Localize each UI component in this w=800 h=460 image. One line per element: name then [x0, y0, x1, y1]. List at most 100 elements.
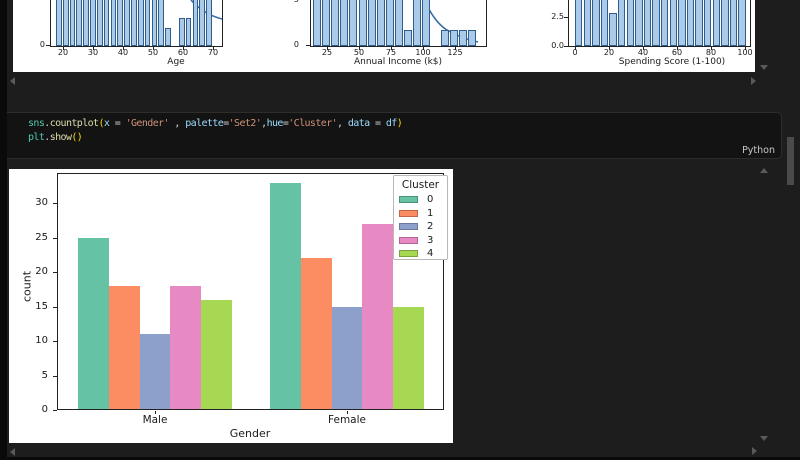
code-cell[interactable]: sns.countplot(x = 'Gender' , palette='Se… — [3, 112, 782, 159]
histogram-bar — [440, 30, 449, 46]
histogram-bar — [322, 0, 331, 46]
code-token: hue — [266, 118, 284, 129]
x-tick-mark — [183, 47, 184, 50]
y-tick-label: 0 — [39, 40, 45, 49]
histogram-bar — [178, 17, 185, 46]
code-editor[interactable]: sns.countplot(x = 'Gender' , palette='Se… — [28, 117, 403, 145]
legend-label-cluster0: 0 — [427, 194, 434, 205]
axes-frame — [57, 173, 444, 410]
histogram-bar — [192, 0, 199, 46]
histogram-bar — [313, 0, 321, 46]
x-tick-label: 0 — [572, 48, 578, 57]
code-token: plt — [28, 131, 45, 143]
scroll-right-icon[interactable] — [752, 447, 757, 455]
code-token: x — [103, 118, 110, 129]
scroll-left-icon[interactable] — [10, 448, 15, 456]
x-tick-label: 25 — [321, 48, 333, 57]
histogram-bar — [90, 0, 96, 46]
histogram-bar — [56, 0, 62, 46]
scroll-left-icon[interactable] — [10, 77, 15, 85]
histogram-bar — [729, 0, 738, 46]
histogram-bar — [609, 12, 617, 46]
histogram-bar — [618, 0, 626, 46]
y-tick-label: 0.0 — [551, 41, 564, 50]
histogram-bar — [704, 0, 712, 46]
vertical-scrollbar-thumb[interactable] — [787, 137, 794, 185]
legend-swatch-cluster2 — [399, 223, 418, 231]
scroll-down-icon[interactable] — [760, 436, 768, 441]
legend-swatch-cluster3 — [399, 236, 418, 244]
legend-label-cluster4: 4 — [427, 248, 434, 260]
x-tick-label: Female — [328, 414, 366, 426]
y-tick-mark — [306, 45, 310, 46]
x-tick-label: 50 — [147, 48, 159, 57]
histogram-bar — [695, 0, 703, 46]
code-token: 'Cluster' — [288, 118, 338, 129]
countplot-bar-male-cluster3 — [170, 285, 202, 410]
histogram-bar — [376, 0, 385, 46]
legend-label-cluster3: 3 — [427, 234, 434, 246]
x-tick-label: 60 — [671, 48, 683, 57]
histogram-bar — [131, 0, 137, 46]
x-tick-label: 30 — [87, 48, 99, 57]
countplot-bar-female-cluster3 — [362, 223, 394, 410]
code-token: . — [44, 118, 50, 129]
x-tick-mark — [423, 47, 424, 50]
code-token: . — [44, 131, 50, 143]
countplot-bar-female-cluster4 — [393, 306, 424, 410]
countplot-bar-female-cluster2 — [331, 306, 363, 410]
x-tick-mark — [455, 47, 456, 50]
histogram-bar — [124, 0, 130, 46]
axis-left-spine — [50, 0, 51, 46]
y-tick-mark — [53, 306, 57, 308]
x-tick-label: 80 — [705, 48, 717, 57]
x-tick-mark — [391, 47, 392, 50]
histogram-bar — [199, 0, 206, 46]
scroll-down-icon[interactable] — [760, 65, 768, 70]
histogram-bar — [144, 0, 151, 46]
histogram-bar — [117, 0, 124, 46]
histogram-bar — [340, 0, 349, 46]
code-token: () — [71, 131, 83, 143]
histogram-bar — [185, 17, 192, 46]
histogram-bar — [76, 0, 83, 46]
x-tick-mark — [359, 47, 360, 50]
y-tick-label: 10 — [35, 335, 48, 347]
code-token: = — [282, 118, 289, 129]
histogram-bar — [669, 0, 677, 46]
histogram-bar — [592, 0, 600, 46]
y-tick-label: 2.5 — [551, 12, 564, 21]
histogram-bar — [206, 0, 212, 46]
histogram-bar — [83, 0, 89, 46]
scroll-right-icon[interactable] — [751, 77, 756, 85]
histogram-bar — [165, 28, 171, 46]
code-line: plt.show() — [28, 131, 402, 145]
x-tick-label: 100 — [737, 48, 753, 57]
histogram-bar — [467, 30, 476, 46]
code-token: , — [168, 118, 186, 129]
histogram-bar — [458, 30, 467, 46]
legend-swatch-cluster1 — [399, 209, 418, 217]
y-tick-mark — [564, 46, 568, 47]
axis-right-spine — [750, 0, 751, 46]
axis-left-spine — [310, 0, 311, 46]
code-token: , — [337, 118, 348, 129]
x-axis-label: Annual Income (k$) — [353, 57, 443, 67]
language-picker[interactable]: Python — [742, 145, 775, 156]
y-tick-label: 0 — [293, 40, 299, 49]
histogram-bar — [158, 0, 165, 46]
code-token: 'Set2' — [228, 118, 262, 129]
code-token: ) — [396, 118, 403, 129]
countplot-bar-female-cluster0 — [270, 182, 301, 410]
code-token: 'Gender' — [125, 118, 170, 129]
histogram-bar — [69, 0, 76, 46]
x-tick-mark — [153, 47, 154, 50]
histogram-bar — [413, 0, 422, 46]
left-gutter — [0, 0, 7, 460]
y-tick-mark — [53, 272, 57, 274]
histogram-bar — [385, 0, 394, 46]
scroll-up-icon[interactable] — [760, 168, 768, 173]
histogram-output-figure: 20 30 40 50 60 70 0 Age 25 50 75 100 125 0 5 Annual Inc… — [13, 0, 755, 72]
histogram-bar — [137, 0, 144, 46]
